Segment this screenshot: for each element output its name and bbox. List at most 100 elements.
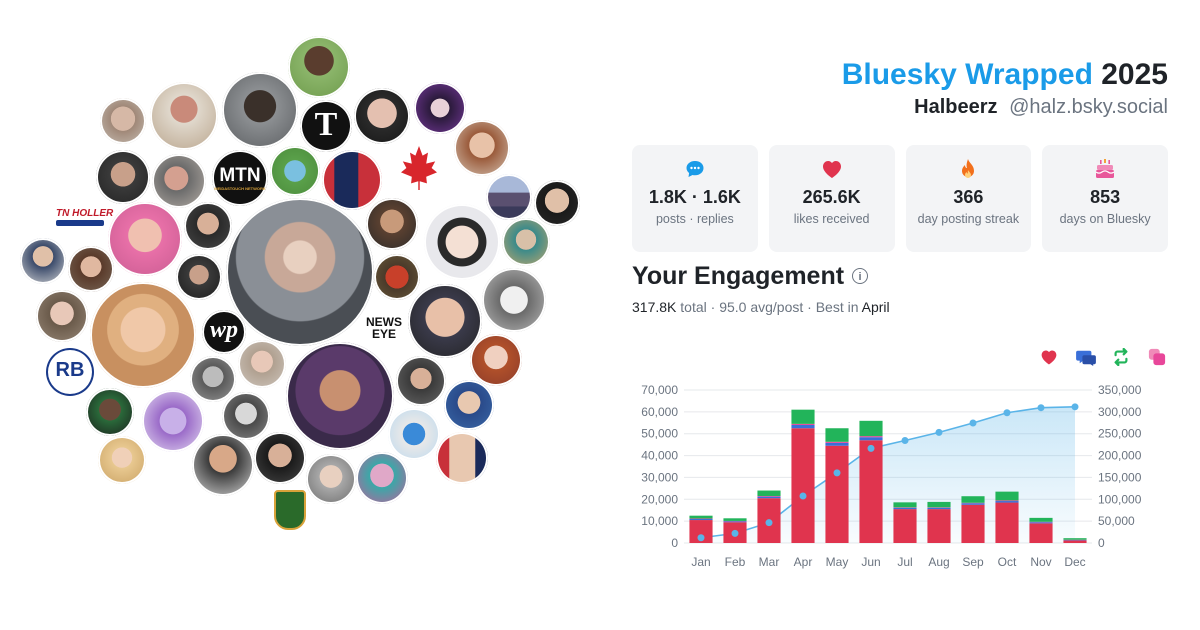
avatar-mtn[interactable]: MTN MEIDASTOUCH NETWORK [212,150,268,206]
avatar[interactable] [254,432,306,484]
bar-segment [927,507,951,510]
title-year: 2025 [1101,58,1168,91]
bar-segment [1029,517,1053,522]
avatar[interactable] [322,150,382,210]
mtn-logo: MTN [219,165,261,186]
heart-icon[interactable] [1040,348,1058,366]
bar-segment [961,503,985,505]
mtn-subtitle: MEIDASTOUCH NETWORK [214,186,266,191]
cumulative-point [697,534,705,542]
tn-holler-logo[interactable]: TN HOLLER [56,208,114,219]
avatar[interactable] [190,356,236,402]
avatar[interactable] [470,334,522,386]
avatar[interactable] [366,198,418,250]
avatar[interactable] [354,88,410,144]
avatar[interactable] [414,82,466,134]
repost-icon[interactable] [1112,347,1130,367]
cumulative-point [935,428,943,436]
y2-tick-label: 100,000 [1098,492,1142,506]
bar-segment [893,502,917,508]
avatar[interactable] [306,454,356,504]
x-tick-label: Jan [691,555,710,569]
y-tick-label: 40,000 [641,449,678,463]
avatar[interactable] [482,268,546,332]
bar-segment [859,436,883,438]
avatar[interactable] [184,202,232,250]
y-tick-label: 20,000 [641,492,678,506]
engagement-total: 317.8K [632,299,677,315]
avatar[interactable] [20,238,66,284]
avatar[interactable] [142,390,204,452]
bar-segment [791,423,815,425]
engagement-best-month: April [861,299,890,315]
avatar[interactable] [108,202,182,276]
x-tick-label: Sep [962,555,984,569]
avatar[interactable] [444,380,494,430]
avatar-nyt[interactable]: T [300,100,352,152]
avatar[interactable] [288,36,350,98]
user-handle[interactable]: @halz.bsky.social [1009,96,1168,118]
avatar[interactable] [98,436,146,484]
y-tick-label: 0 [671,536,678,550]
avatar[interactable] [176,254,222,300]
y-tick-label: 30,000 [641,470,678,484]
avatar-wp[interactable]: wp [202,310,246,354]
brand-title: Bluesky Wrapped [841,58,1093,91]
bar-segment [723,521,747,523]
bar-segment [995,502,1019,543]
avatar[interactable] [96,150,150,204]
cake-icon [1042,157,1168,181]
cumulative-point [1003,409,1011,417]
bar-segment [689,518,713,521]
y2-tick-label: 0 [1098,536,1105,550]
avatar[interactable] [152,154,206,208]
badge-logo[interactable] [274,490,306,530]
avatar[interactable] [238,340,286,388]
news-eye-logo-line1[interactable]: NEWS [366,315,402,329]
avatar[interactable] [534,180,580,226]
avatar[interactable] [502,218,550,266]
avatar[interactable] [396,356,446,406]
reply-icon[interactable] [1076,348,1096,366]
bar-segment [757,496,781,499]
avatar-featured[interactable] [226,198,374,346]
quote-icon[interactable] [1148,348,1166,366]
avatar[interactable] [270,146,320,196]
avatar[interactable] [192,434,254,496]
avatar[interactable] [68,246,114,292]
nyt-logo: T [314,106,338,143]
avatar[interactable] [454,120,510,176]
avatar[interactable] [36,290,88,342]
y-tick-label: 10,000 [641,514,678,528]
y2-tick-label: 300,000 [1098,405,1142,419]
bar-segment [791,409,815,424]
avatar[interactable] [486,174,532,220]
x-tick-label: Feb [725,555,746,569]
heart-icon [769,157,895,181]
bar-segment [1029,523,1053,543]
avatar[interactable] [100,98,146,144]
bar-segment [689,515,713,519]
avatar[interactable] [150,82,218,150]
bar-segment [893,509,917,543]
avatar[interactable] [90,282,196,388]
avatar[interactable] [374,254,420,300]
stat-label: likes received [793,212,870,226]
avatar-canada-flag[interactable] [386,136,452,202]
avatar[interactable] [222,392,270,440]
cumulative-point [1071,403,1079,411]
avatar[interactable] [436,432,488,484]
avatar[interactable] [388,408,440,460]
avatar[interactable] [222,72,298,148]
avatar[interactable] [286,342,394,450]
avatar[interactable] [86,388,134,436]
avatar[interactable] [408,284,482,358]
info-icon[interactable]: i [852,268,868,284]
avatar[interactable] [424,204,500,280]
stat-card-likes: 265.6K likes received [768,145,895,252]
bar-segment [757,496,781,497]
avatar-rb[interactable]: RB [46,348,94,396]
avatar[interactable] [356,452,408,504]
bar-segment [825,445,849,543]
x-tick-label: Oct [998,555,1017,569]
